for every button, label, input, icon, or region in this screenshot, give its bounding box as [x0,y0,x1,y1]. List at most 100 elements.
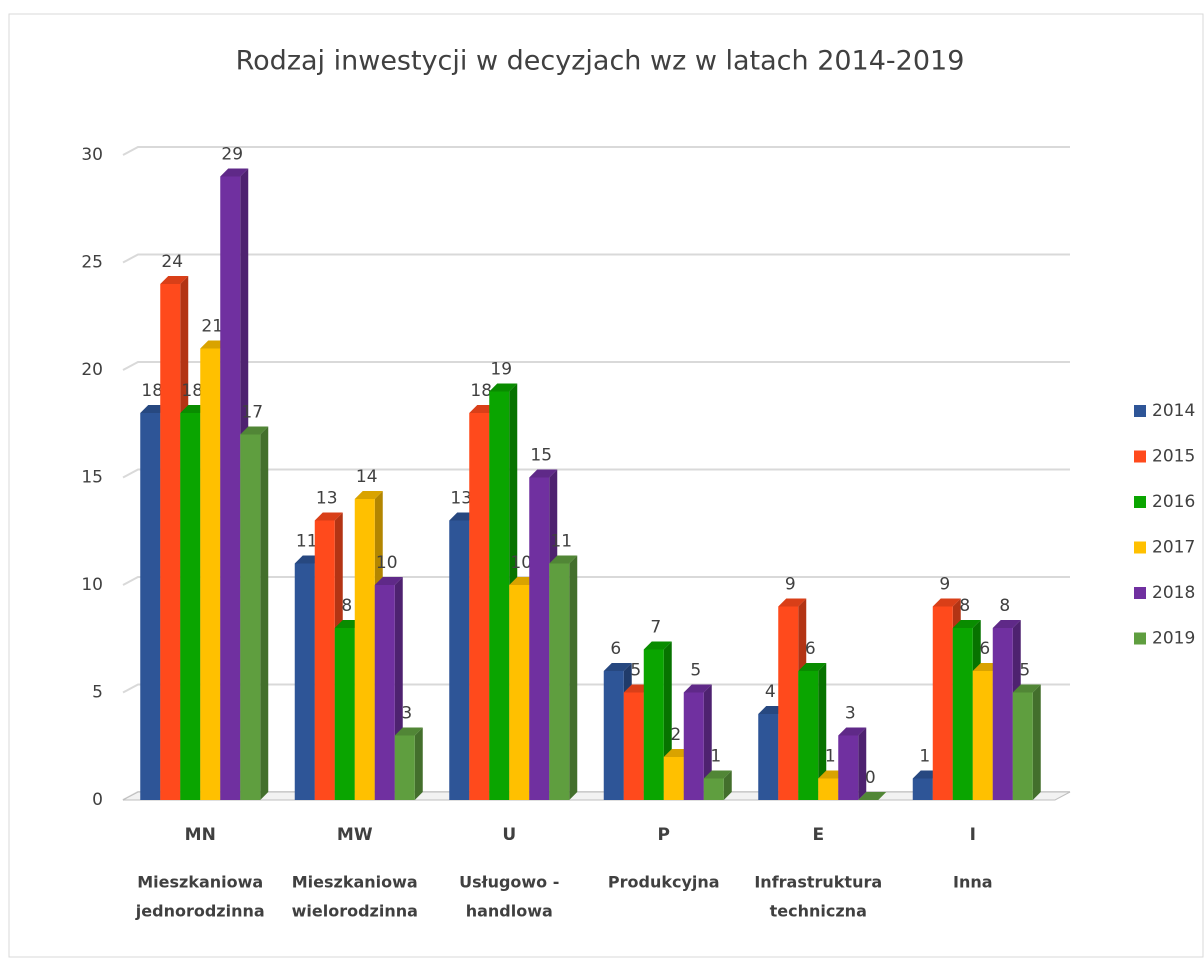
y-tick-label: 5 [92,683,103,703]
value-label: 11 [296,532,318,552]
category-description: Infrastruktura [754,873,882,892]
y-tick-label: 15 [81,468,103,488]
value-label: 18 [141,381,163,401]
value-label: 7 [650,618,661,638]
bar [240,426,269,800]
value-label: 0 [865,768,876,788]
y-tick-label: 10 [81,575,103,595]
legend-swatch [1134,632,1146,645]
grid-line [122,361,1070,371]
category-description: techniczna [770,902,867,921]
bar-front [992,628,1013,800]
value-label: 3 [401,704,412,724]
bar-front [240,434,261,800]
value-label: 6 [610,639,621,659]
y-tick-label: 20 [81,360,103,380]
value-label: 29 [221,145,243,165]
y-tick-label: 0 [92,790,103,810]
bar-side [260,426,269,800]
bar-top [643,641,672,650]
category-description: jednorodzinna [135,902,265,921]
bar-side [1032,684,1041,800]
bar-front [683,692,704,800]
bar-front [334,628,355,800]
bar-top [603,663,632,671]
legend-label: 2019 [1152,629,1195,649]
value-label: 6 [805,639,816,659]
y-tick-label: 25 [81,253,103,273]
value-label: 8 [341,596,352,616]
x-tick-label: I [970,825,976,845]
x-tick-label: U [502,825,516,845]
value-label: 8 [999,596,1010,616]
category-description: Inna [953,873,993,892]
bar-front [623,692,644,800]
bar-side [569,555,578,800]
value-label: 1 [710,747,721,767]
bar [703,770,732,800]
bar-front [220,176,241,800]
value-label: 24 [161,252,183,272]
bar-front [354,499,375,800]
value-label: 9 [785,575,796,595]
legend-swatch [1134,541,1146,554]
grid-line [122,468,1070,479]
value-label: 10 [376,553,398,573]
bar [394,727,423,800]
bar-front [838,735,859,800]
bar-top [394,727,423,736]
bar-top [314,512,343,521]
value-label: 5 [630,661,641,681]
bar [838,727,867,800]
bar-top [703,770,732,779]
legend-label: 2016 [1152,492,1195,512]
bar-front [489,391,510,800]
value-label: 2 [670,725,681,745]
bar-front [449,520,470,800]
value-label: 17 [241,403,263,423]
x-tick-label: E [812,825,824,845]
legend-swatch [1134,405,1146,417]
y-tick-label: 30 [81,145,103,165]
bar-top [838,727,867,736]
x-tick-label: MN [185,825,216,845]
grid-line [122,576,1070,586]
bar-front [818,778,839,800]
bar [549,555,578,800]
value-label: 13 [450,489,472,509]
value-label: 15 [530,446,552,466]
bar-front [972,671,993,800]
bar-front [314,520,335,800]
value-label: 14 [356,467,378,487]
value-label: 1 [825,747,836,767]
category-description: Mieszkaniowa [292,873,418,892]
chart-title: Rodzaj inwestycji w decyzjach wz w latac… [236,46,965,77]
category-description: handlowa [466,902,553,921]
bar-top [798,663,827,671]
bar-front [180,413,201,800]
bar-front [663,757,684,800]
legend-label: 2014 [1152,401,1195,421]
bar-front [140,413,161,800]
bar-front [912,778,933,800]
grid-line [122,683,1070,694]
bar-front [703,778,724,800]
grid-line [122,146,1070,156]
bar-front [798,671,819,800]
bar-front [932,606,953,800]
bar-top [160,276,189,284]
bar-front [294,563,315,800]
bar-top [529,469,558,478]
bar-front [394,735,415,800]
bar-top [778,598,807,607]
bar [1012,684,1041,800]
bar-side [858,727,867,800]
bar-front [160,284,181,800]
bar-side [723,770,732,800]
value-label: 9 [939,575,950,595]
value-label: 1 [919,747,930,767]
legend-label: 2018 [1152,583,1195,603]
value-label: 18 [181,381,203,401]
category-description: wielorodzinna [292,902,418,921]
